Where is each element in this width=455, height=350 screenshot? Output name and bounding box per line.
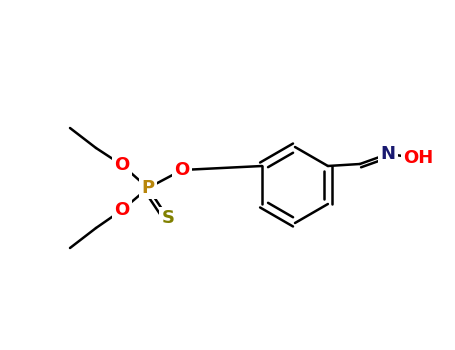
Text: OH: OH [403, 149, 433, 167]
Text: S: S [162, 209, 175, 227]
Text: O: O [174, 161, 190, 179]
Text: O: O [114, 156, 130, 174]
Text: P: P [142, 179, 155, 197]
Text: O: O [114, 201, 130, 219]
Text: N: N [380, 145, 395, 163]
